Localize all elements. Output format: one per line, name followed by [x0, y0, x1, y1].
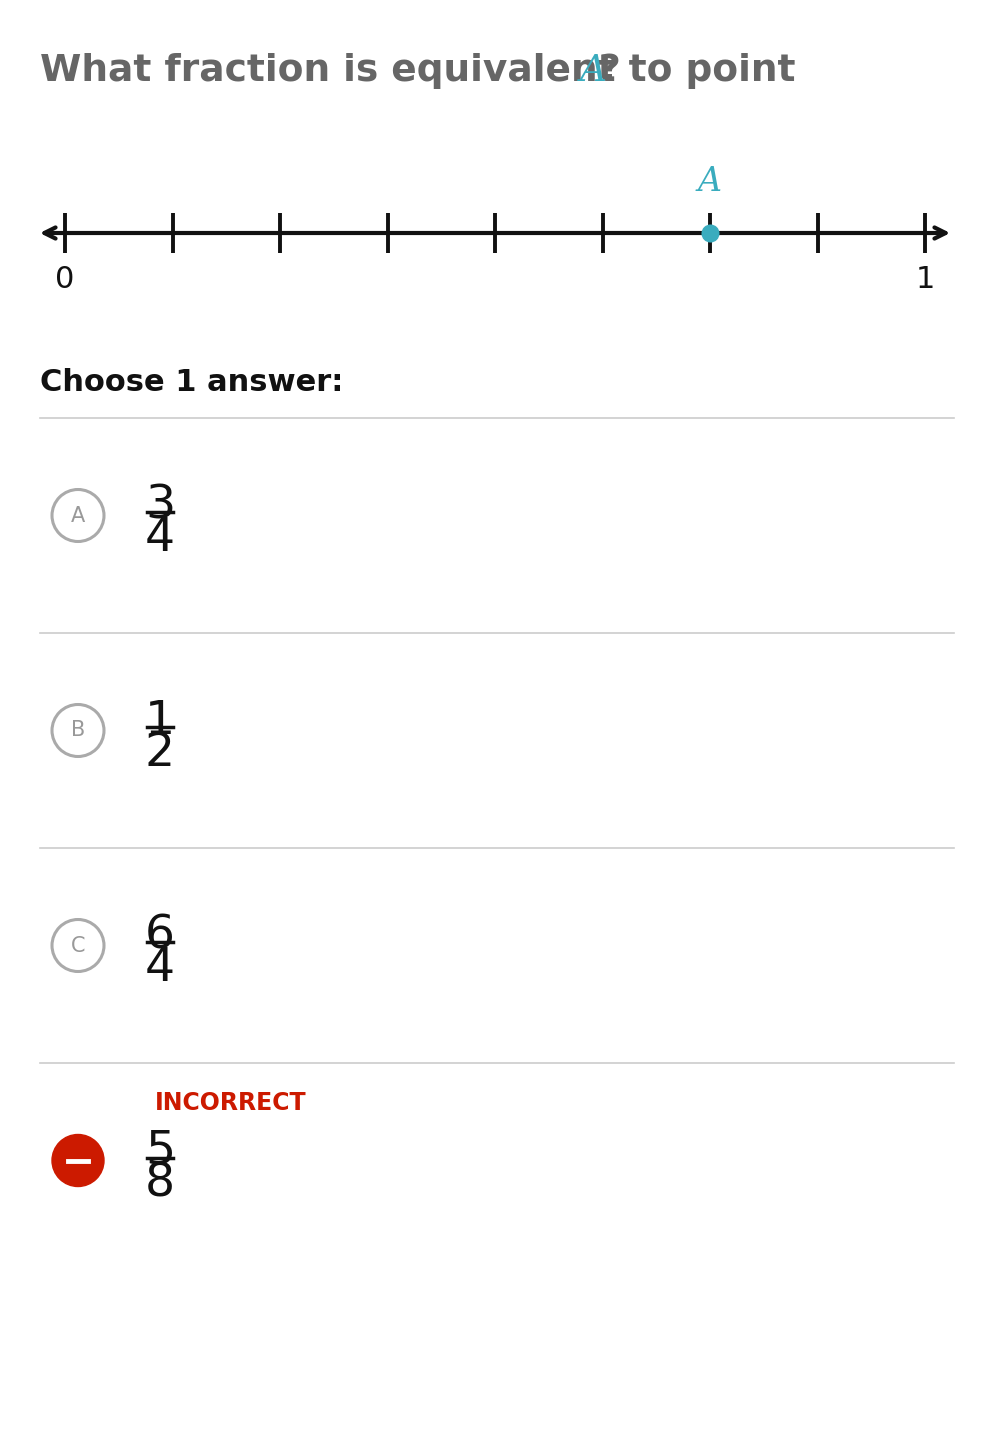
Text: 8: 8 — [145, 1162, 175, 1206]
Text: A: A — [698, 166, 722, 198]
Text: What fraction is equivalent to point: What fraction is equivalent to point — [40, 53, 808, 89]
Text: A: A — [71, 505, 85, 525]
Circle shape — [52, 1134, 104, 1186]
Text: 4: 4 — [145, 947, 175, 991]
Text: 4: 4 — [145, 517, 175, 561]
Text: 3: 3 — [145, 483, 175, 528]
Text: 0: 0 — [56, 266, 75, 294]
Text: 1: 1 — [915, 266, 934, 294]
Text: Choose 1 answer:: Choose 1 answer: — [40, 368, 343, 397]
Text: B: B — [71, 720, 85, 740]
Text: 1: 1 — [145, 698, 175, 743]
Text: INCORRECT: INCORRECT — [155, 1091, 306, 1115]
Text: C: C — [71, 935, 85, 955]
Text: 5: 5 — [145, 1128, 175, 1175]
Text: A: A — [580, 53, 606, 89]
Text: ?: ? — [598, 53, 620, 89]
Text: 6: 6 — [145, 913, 175, 958]
Text: 2: 2 — [145, 732, 175, 776]
